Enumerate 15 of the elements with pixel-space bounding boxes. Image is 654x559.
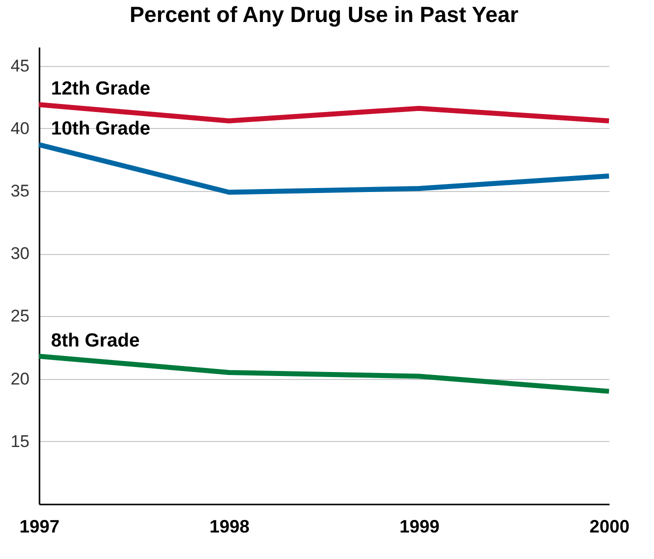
- chart-title: Percent of Any Drug Use in Past Year: [130, 2, 519, 27]
- x-tick-label: 1999: [399, 516, 440, 536]
- series-label: 12th Grade: [51, 78, 150, 100]
- series-label: 10th Grade: [51, 118, 150, 140]
- y-tick-label: 20: [10, 369, 30, 388]
- y-tick-label: 25: [10, 306, 30, 326]
- y-tick-label: 15: [10, 432, 30, 451]
- x-tick-label: 1997: [19, 516, 60, 536]
- x-tick-label: 2000: [589, 516, 630, 536]
- y-tick-label: 30: [10, 244, 30, 264]
- x-tick-label: 1998: [209, 516, 250, 536]
- y-tick-label: 40: [10, 118, 30, 138]
- y-tick-label: 35: [10, 181, 30, 200]
- y-tick-label: 45: [10, 56, 30, 76]
- series-label: 8th Grade: [51, 330, 140, 352]
